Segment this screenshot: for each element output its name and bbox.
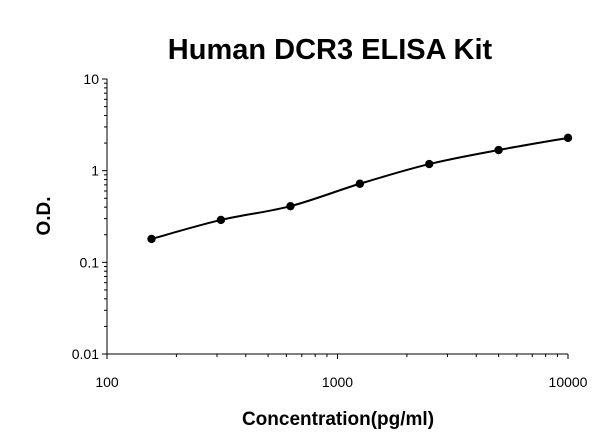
x-tick-label: 1000: [322, 374, 353, 390]
data-point: [425, 159, 434, 169]
data-point: [563, 133, 573, 143]
y-tick-label: 0.1: [80, 254, 100, 270]
x-tick-label: 100: [95, 374, 119, 390]
y-tick-label: 0.01: [72, 346, 99, 362]
data-points: [147, 133, 573, 244]
data-point: [355, 179, 365, 188]
x-tick-label: 10000: [549, 374, 588, 390]
data-point: [286, 201, 295, 211]
y-axis-label: O.D.: [34, 196, 55, 235]
data-point: [147, 234, 156, 244]
axes: 0.01 0.1 1 10 100 1000 10000: [72, 71, 588, 390]
x-axis-label: Concentration(pg/ml): [242, 409, 434, 430]
data-point: [494, 145, 503, 155]
chart-title: Human DCR3 ELISA Kit: [168, 34, 493, 66]
fit-curve-group: [151, 136, 569, 240]
fit-curve: [151, 136, 569, 240]
data-point: [216, 215, 226, 225]
y-tick-label: 1: [91, 163, 99, 179]
y-tick-label: 10: [83, 71, 99, 87]
